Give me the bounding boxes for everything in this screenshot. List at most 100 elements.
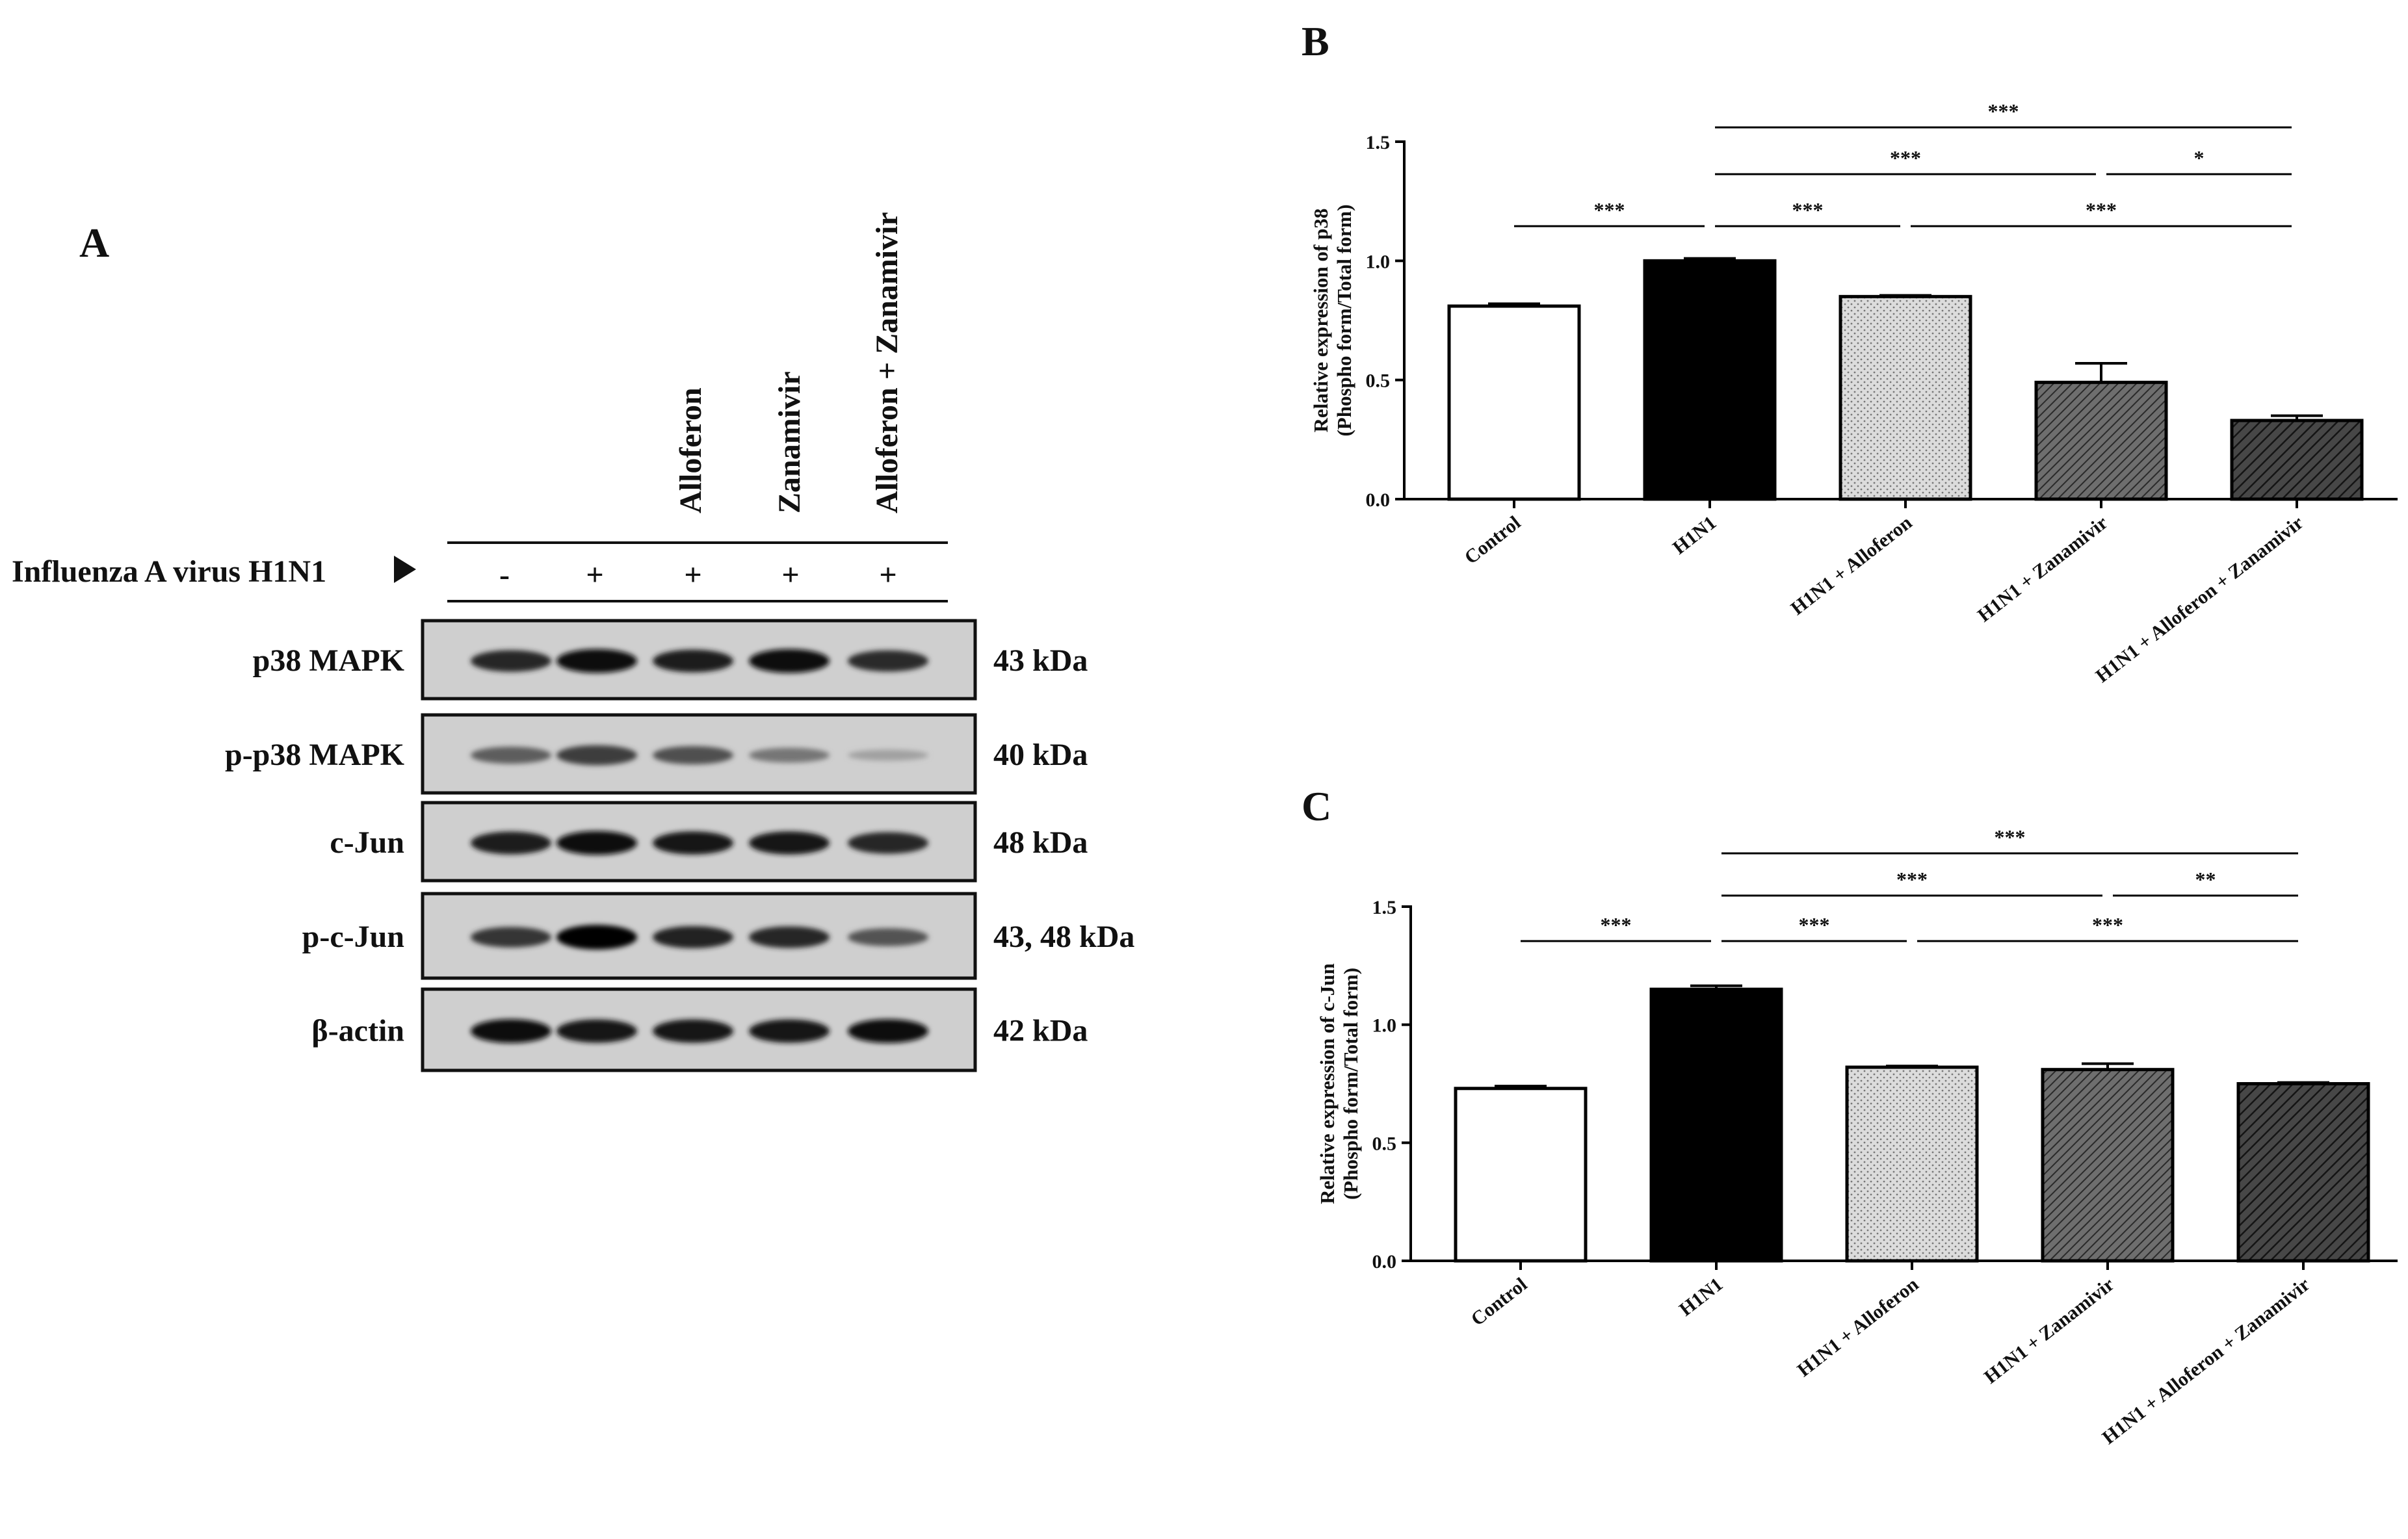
- significance-4: ***: [1715, 146, 2096, 175]
- x-tick-label-h1n1: H1N1: [1675, 1274, 1727, 1321]
- y-axis-subtitle: (Phospho form/Total form): [1333, 204, 1355, 436]
- virus-arrow-icon: [394, 556, 416, 583]
- y-tick-label: 0.5: [1366, 370, 1391, 392]
- blot-band-lane-5: [848, 650, 928, 672]
- blot-label: β-actin: [311, 1014, 404, 1048]
- virus-signs: - + + + +: [499, 558, 897, 592]
- bar-h1n1-zanamivir: [2034, 380, 2168, 501]
- error-bar-control: [1495, 1085, 1547, 1089]
- bar-h1n1: [1643, 259, 1777, 501]
- significance-label: ***: [1601, 913, 1632, 937]
- error-bar-h1n1-alloferon-zanamivir: [2277, 1081, 2329, 1084]
- blot-band-lane-3: [653, 649, 733, 673]
- significance-label: ***: [1799, 913, 1830, 937]
- blot-band-lane-1: [471, 650, 551, 672]
- bar-h1n1-alloferon: [1839, 294, 1972, 501]
- y-tick-label: 1.0: [1372, 1015, 1397, 1037]
- significance-5: **: [2113, 868, 2298, 897]
- x-tick-label-h1n1: H1N1: [1669, 512, 1720, 559]
- significance-2: ***: [1715, 198, 1900, 227]
- y-tick-label: 1.5: [1366, 132, 1391, 153]
- treatment-label-zanamivir: Zanamivir: [772, 371, 807, 513]
- panel-letter-b: B: [1302, 18, 1329, 64]
- virus-sign-lane-3: +: [684, 558, 701, 592]
- significance-label: ***: [1896, 868, 1928, 891]
- blot-band-lane-4: [749, 747, 830, 763]
- panel-a-western-blot: A Alloferon Zanamivir Alloferon + Zanami…: [12, 212, 1134, 1072]
- treatment-label-alloferon-zanamivir: Alloferon + Zanamivir: [870, 212, 904, 513]
- error-bar-h1n1-zanamivir: [2075, 362, 2127, 383]
- blot-size-label: 48 kDa: [993, 825, 1088, 860]
- y-tick-label: 0.0: [1366, 489, 1391, 511]
- significance-label: ***: [2092, 913, 2123, 937]
- blot-band-lane-3: [653, 1019, 733, 1043]
- panel-letter-c: C: [1302, 783, 1331, 829]
- virus-sign-lane-5: +: [879, 558, 896, 592]
- blot-band-lane-5: [848, 749, 928, 761]
- blot-band-lane-5: [848, 928, 928, 946]
- y-axis-title: Relative expression of c-Jun: [1316, 963, 1339, 1204]
- x-tick-label-h1n1-zanamivir: H1N1 + Zanamivir: [1980, 1274, 2118, 1388]
- blot-label: p-c-Jun: [302, 920, 404, 954]
- blot-p-c-jun: p-c-Jun 43, 48 kDa: [302, 892, 1134, 980]
- bar-control: [1454, 1087, 1588, 1263]
- blot-band-lane-3: [653, 925, 733, 949]
- x-tick-label-h1n1-alloferon: H1N1 + Alloferon: [1793, 1273, 1922, 1381]
- blot-band-lane-3: [653, 831, 733, 855]
- blot-band-lane-1: [471, 831, 551, 855]
- significance-label: **: [2195, 868, 2216, 891]
- significance-label: *: [2194, 146, 2205, 170]
- x-tick-label-h1n1-alloferon: H1N1 + Alloferon: [1786, 511, 1916, 619]
- blot-c-jun: c-Jun 48 kDa: [330, 801, 1088, 883]
- blot-actin: β-actin 42 kDa: [311, 987, 1088, 1072]
- y-tick-label: 0.5: [1372, 1133, 1397, 1154]
- blot-band-lane-4: [749, 1019, 830, 1043]
- error-bar-h1n1-alloferon-zanamivir: [2271, 414, 2323, 420]
- panel-letter-a: A: [79, 220, 109, 266]
- x-tick-label-h1n1-alloferon-zanamivir: H1N1 + Alloferon + Zanamivir: [2091, 512, 2307, 687]
- error-bar-h1n1-alloferon: [1886, 1065, 1938, 1068]
- bar-h1n1: [1649, 987, 1783, 1263]
- significance-label: ***: [1988, 99, 2019, 123]
- blot-size-label: 40 kDa: [993, 738, 1088, 772]
- virus-sign-lane-1: -: [499, 558, 510, 592]
- y-tick-label: 1.5: [1372, 897, 1397, 918]
- bar-control: [1447, 304, 1581, 501]
- bar-h1n1-alloferon-zanamivir: [2230, 419, 2364, 501]
- y-axis-subtitle: (Phospho form/Total form): [1339, 968, 1362, 1200]
- blot-label: p-p38 MAPK: [225, 738, 404, 772]
- treatment-labels: Alloferon Zanamivir Alloferon + Zanamivi…: [674, 212, 904, 513]
- virus-sign-lane-4: +: [781, 558, 799, 592]
- significance-6: ***: [1721, 825, 2298, 855]
- blot-band-lane-4: [749, 831, 830, 855]
- blot-band-lane-1: [471, 1019, 551, 1043]
- blot-band-lane-3: [653, 745, 733, 765]
- blot-p38-mapk: p38 MAPK 43 kDa: [253, 619, 1088, 701]
- blot-band-lane-4: [749, 649, 830, 673]
- blot-p-p38-mapk: p-p38 MAPK 40 kDa: [225, 713, 1088, 795]
- blot-band-lane-2: [556, 831, 637, 855]
- significance-3: ***: [1911, 198, 2292, 227]
- y-tick-label: 0.0: [1372, 1251, 1397, 1273]
- significance-label: ***: [1792, 198, 1824, 222]
- error-bar-control: [1488, 302, 1540, 306]
- bar-h1n1-alloferon-zanamivir: [2236, 1082, 2370, 1263]
- blot-band-lane-5: [848, 832, 928, 854]
- chart-b-p38-expression: B Relative expression of p38 (Phospho form…: [1302, 18, 2398, 687]
- significance-label: ***: [1594, 198, 1625, 222]
- significance-label: ***: [1890, 146, 1921, 170]
- y-tick-label: 1.0: [1366, 251, 1391, 272]
- significance-6: ***: [1715, 99, 2292, 129]
- x-tick-label-h1n1-alloferon-zanamivir: H1N1 + Alloferon + Zanamivir: [2098, 1274, 2314, 1449]
- significance-3: ***: [1917, 913, 2298, 942]
- significance-label: ***: [2086, 198, 2117, 222]
- blot-strips: p38 MAPK 43 kDa p-p38 MAPK 40 kDa c-Jun 48 kD…: [225, 619, 1134, 1072]
- error-bar-h1n1: [1690, 984, 1742, 990]
- error-bar-h1n1-alloferon: [1879, 294, 1931, 297]
- virus-label: Influenza A virus H1N1: [12, 554, 326, 589]
- error-bar-h1n1: [1684, 257, 1736, 261]
- significance-1: ***: [1521, 913, 1711, 942]
- blot-band-lane-2: [556, 1019, 637, 1043]
- bar-h1n1-zanamivir: [2041, 1068, 2175, 1263]
- x-tick-label-control: Control: [1467, 1274, 1532, 1330]
